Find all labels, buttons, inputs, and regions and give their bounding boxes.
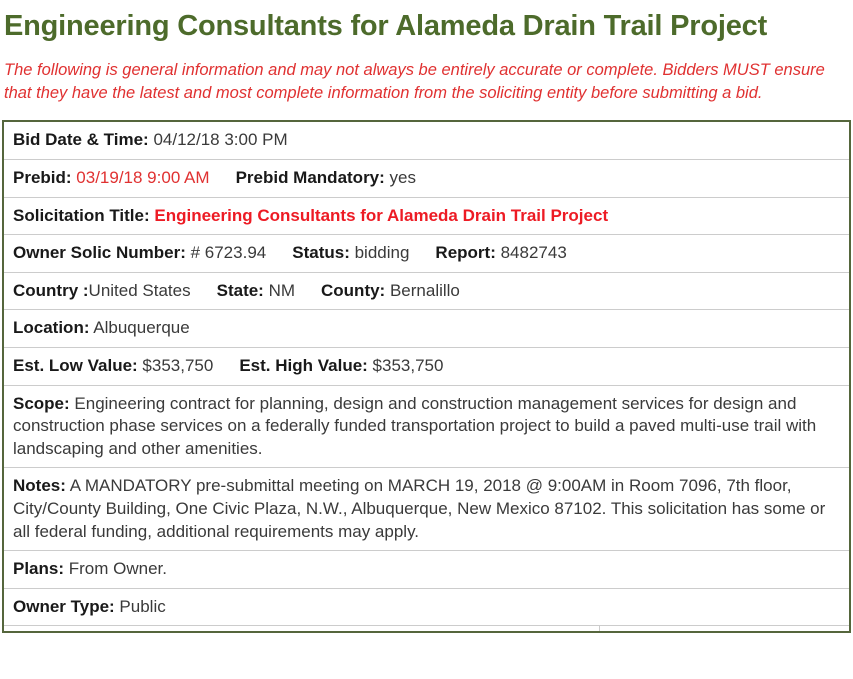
field-estimated-values-0: Est. Low Value: $353,750	[13, 356, 213, 375]
field-country-state-county-1: State: NM	[217, 281, 295, 300]
field-label: State:	[216, 280, 264, 300]
field-value: United States	[88, 280, 191, 300]
field-country-state-county-2: County: Bernalillo	[321, 281, 460, 300]
field-label: Bid Date & Time:	[13, 130, 149, 150]
detail-row-prebid: Prebid: 03/19/18 9:00 AM Prebid Mandatory…	[4, 158, 849, 197]
field-label: Est. High Value:	[239, 355, 368, 375]
field-value: NM	[263, 280, 296, 300]
field-label: Notes:	[13, 476, 66, 496]
field-label: Scope:	[13, 393, 70, 413]
field-prebid-0: Prebid: 03/19/18 9:00 AM	[13, 168, 210, 187]
field-label: Solicitation Title:	[13, 205, 150, 225]
field-value: Albuquerque	[89, 318, 190, 338]
field-label: Country :	[13, 280, 89, 300]
field-value: From Owner.	[64, 559, 167, 579]
field-label: Prebid Mandatory:	[235, 167, 385, 187]
page-title: Engineering Consultants for Alameda Drai…	[4, 10, 768, 42]
field-notes: Notes: A MANDATORY pre-submittal meeting…	[13, 476, 830, 540]
field-owner-solic-number-1: Status: bidding	[292, 243, 409, 262]
partial-next-row	[4, 625, 849, 632]
field-plans: Plans: From Owner.	[13, 559, 167, 578]
detail-row-bid-date-time: Bid Date & Time: 04/12/18 3:00 PM	[4, 122, 849, 159]
field-value: Engineering Consultants for Alameda Drai…	[149, 205, 609, 225]
field-solicitation-title: Solicitation Title: Engineering Consulta…	[13, 206, 608, 225]
field-value: bidding	[349, 243, 410, 263]
field-value: A MANDATORY pre-submittal meeting on MAR…	[13, 476, 831, 541]
field-value: Bernalillo	[385, 280, 460, 300]
field-location: Location: Albuquerque	[13, 318, 190, 337]
field-value: 04/12/18 3:00 PM	[148, 130, 288, 150]
detail-row-country-state-county: Country :United States State: NM County: B…	[4, 271, 849, 310]
field-estimated-values-1: Est. High Value: $353,750	[239, 356, 443, 375]
field-owner-solic-number-0: Owner Solic Number: # 6723.94	[13, 243, 266, 262]
field-label: Status:	[292, 243, 350, 263]
field-value: Engineering contract for planning, desig…	[13, 393, 821, 458]
field-value: $353,750	[137, 355, 214, 375]
detail-row-owner-type: Owner Type: Public	[4, 587, 849, 626]
field-label: Location:	[13, 318, 90, 338]
field-owner-type: Owner Type: Public	[13, 597, 166, 616]
field-label: Prebid:	[13, 167, 72, 187]
disclaimer-text: The following is general information and…	[4, 61, 825, 102]
detail-row-location: Location: Albuquerque	[4, 309, 849, 347]
field-value: 8482743	[495, 243, 567, 263]
detail-row-solicitation-title: Solicitation Title: Engineering Consulta…	[4, 196, 849, 235]
partial-row-cell-divider	[599, 626, 600, 632]
field-value: 03/19/18 9:00 AM	[71, 167, 210, 187]
field-label: County:	[321, 280, 386, 300]
bid-details-table: Bid Date & Time: 04/12/18 3:00 PM Prebid:…	[2, 120, 851, 634]
field-value: # 6723.94	[185, 243, 267, 263]
detail-row-estimated-values: Est. Low Value: $353,750 Est. High Value:…	[4, 346, 849, 385]
field-value: $353,750	[367, 355, 444, 375]
field-label: Owner Solic Number:	[13, 243, 186, 263]
field-label: Plans:	[13, 559, 65, 579]
field-scope: Scope: Engineering contract for planning…	[13, 394, 821, 458]
detail-row-owner-solic-number: Owner Solic Number: # 6723.94 Status: bid…	[4, 234, 849, 272]
field-value: yes	[384, 167, 416, 187]
field-label: Report:	[435, 243, 496, 263]
field-label: Owner Type:	[13, 596, 115, 616]
detail-row-scope: Scope: Engineering contract for planning…	[4, 384, 849, 468]
field-country-state-county-0: Country :United States	[13, 281, 191, 300]
field-owner-solic-number-2: Report: 8482743	[435, 243, 566, 262]
field-bid-date-time: Bid Date & Time: 04/12/18 3:00 PM	[13, 130, 288, 149]
detail-row-notes: Notes: A MANDATORY pre-submittal meeting…	[4, 467, 849, 550]
field-label: Est. Low Value:	[13, 355, 138, 375]
detail-row-plans: Plans: From Owner.	[4, 550, 849, 588]
field-value: Public	[114, 596, 166, 616]
field-prebid-1: Prebid Mandatory: yes	[236, 168, 416, 187]
